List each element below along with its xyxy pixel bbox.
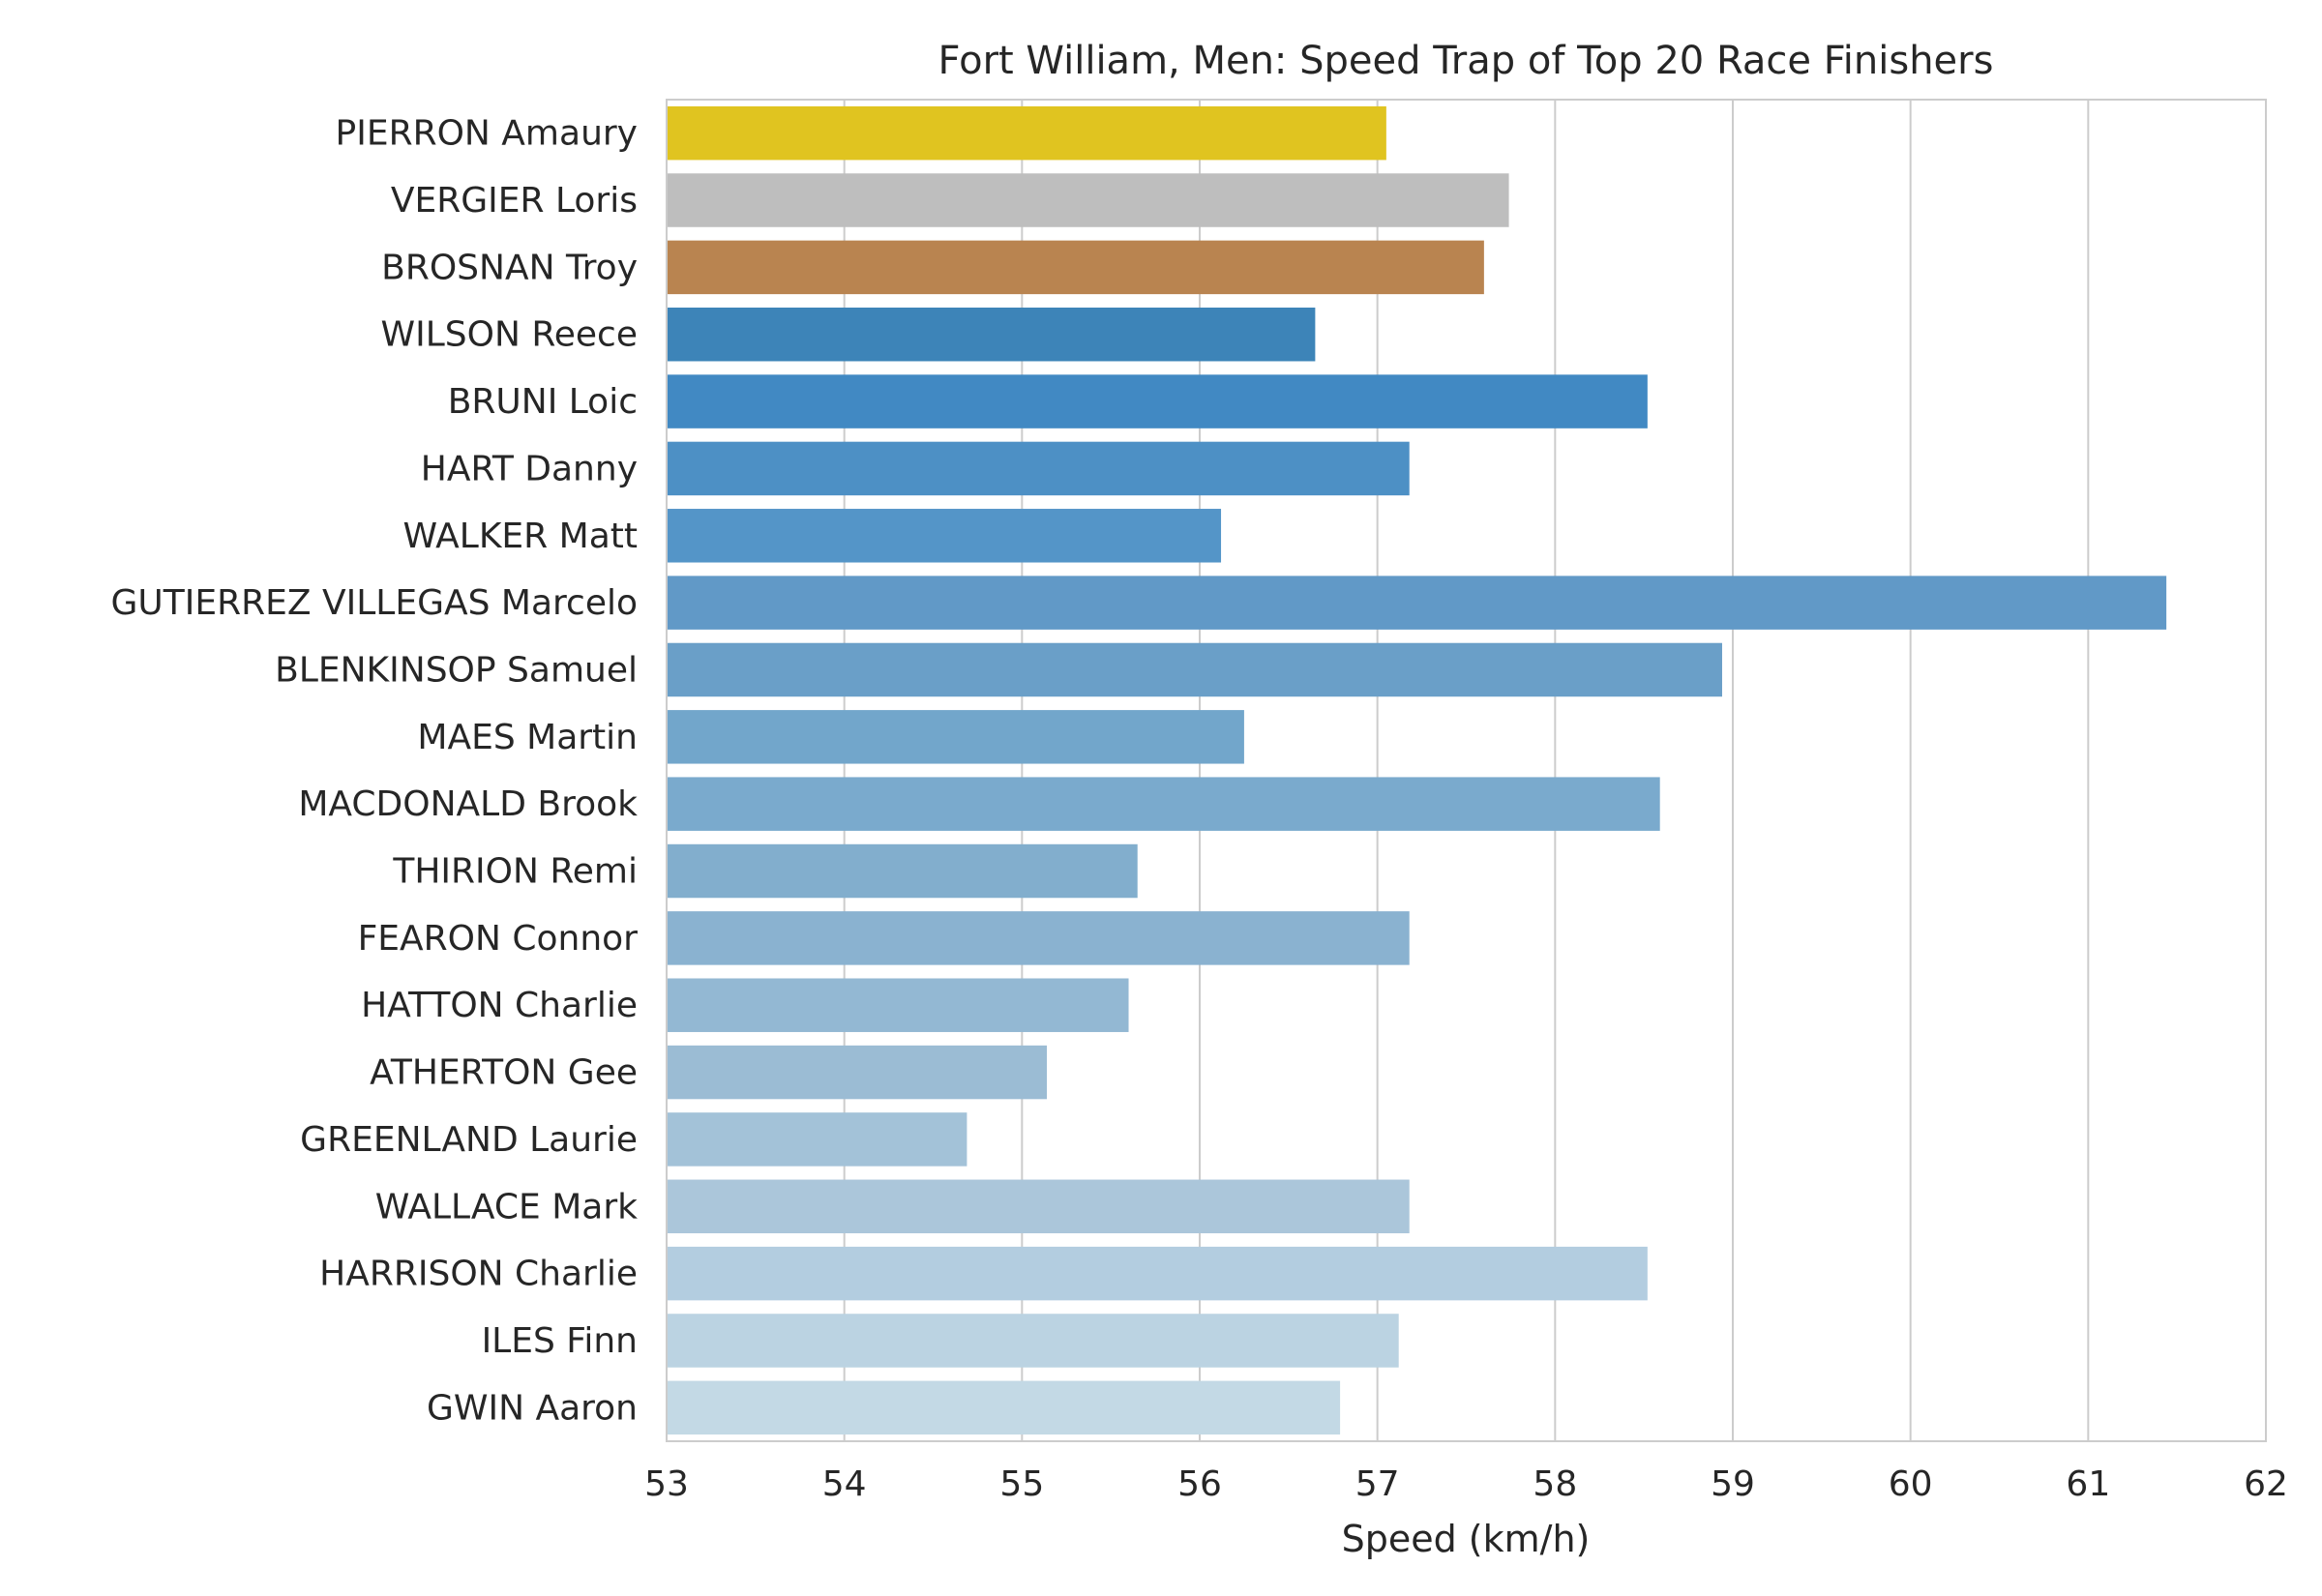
category-label: HARRISON Charlie bbox=[319, 1255, 638, 1294]
bar bbox=[667, 240, 1484, 295]
bar bbox=[667, 173, 1509, 227]
x-tick-label: 62 bbox=[2244, 1464, 2288, 1504]
category-label: BRUNI Loic bbox=[448, 382, 638, 422]
bar bbox=[667, 509, 1222, 563]
x-tick-label: 57 bbox=[1355, 1464, 1400, 1504]
bar bbox=[667, 710, 1244, 764]
bar bbox=[667, 978, 1129, 1032]
x-tick-label: 59 bbox=[1711, 1464, 1755, 1504]
category-label: VERGIER Loris bbox=[391, 181, 638, 221]
x-axis-label: Speed (km/h) bbox=[1342, 1518, 1591, 1560]
bar bbox=[667, 441, 1410, 496]
bar bbox=[667, 576, 2167, 630]
x-tick-label: 56 bbox=[1177, 1464, 1222, 1504]
category-label: ATHERTON Gee bbox=[370, 1053, 638, 1093]
bar bbox=[667, 911, 1410, 965]
category-label: HART Danny bbox=[421, 449, 638, 488]
category-label: GREENLAND Laurie bbox=[300, 1120, 638, 1160]
bar bbox=[667, 1045, 1048, 1100]
category-label: THIRION Remi bbox=[392, 852, 638, 892]
x-tick-label: 58 bbox=[1533, 1464, 1577, 1504]
grid-lines bbox=[666, 100, 2267, 1441]
category-label: ILES Finn bbox=[482, 1321, 638, 1361]
category-label: GWIN Aaron bbox=[427, 1388, 638, 1428]
category-label: PIERRON Amaury bbox=[336, 114, 639, 154]
chart-title: Fort William, Men: Speed Trap of Top 20 … bbox=[938, 39, 1994, 83]
bar bbox=[667, 105, 1386, 161]
x-tick-label: 54 bbox=[822, 1464, 867, 1504]
bar bbox=[667, 1179, 1410, 1234]
x-tick-label: 60 bbox=[1889, 1464, 1933, 1504]
bar bbox=[667, 1380, 1341, 1435]
category-label: GUTIERREZ VILLEGAS Marcelo bbox=[111, 583, 639, 623]
bar bbox=[667, 1314, 1399, 1368]
category-labels: PIERRON Amaury VERGIER Loris BROSNAN Troy W… bbox=[111, 114, 639, 1429]
bar bbox=[667, 1246, 1648, 1301]
bar bbox=[667, 642, 1722, 697]
category-label: MACDONALD Brook bbox=[298, 784, 638, 824]
x-tick-label: 53 bbox=[644, 1464, 689, 1504]
category-label: BLENKINSOP Samuel bbox=[275, 650, 638, 690]
bar bbox=[667, 843, 1138, 899]
bar bbox=[667, 307, 1316, 362]
category-label: FEARON Connor bbox=[358, 919, 639, 959]
category-label: WALLACE Mark bbox=[375, 1187, 638, 1227]
plot-frame bbox=[666, 99, 2267, 1442]
bar bbox=[667, 777, 1660, 831]
bar bbox=[667, 1112, 968, 1167]
category-label: WILSON Reece bbox=[381, 315, 638, 355]
category-label: WALKER Matt bbox=[403, 517, 638, 556]
x-tick-label: 55 bbox=[999, 1464, 1044, 1504]
category-label: BROSNAN Troy bbox=[381, 248, 638, 287]
x-tick-label: 61 bbox=[2066, 1464, 2110, 1504]
category-label: MAES Martin bbox=[417, 718, 638, 757]
bar bbox=[667, 374, 1648, 429]
x-tick-labels: 53 54 55 56 57 58 59 60 61 62 bbox=[644, 1464, 2288, 1504]
bars bbox=[667, 105, 2167, 1435]
category-label: HATTON Charlie bbox=[361, 986, 638, 1025]
